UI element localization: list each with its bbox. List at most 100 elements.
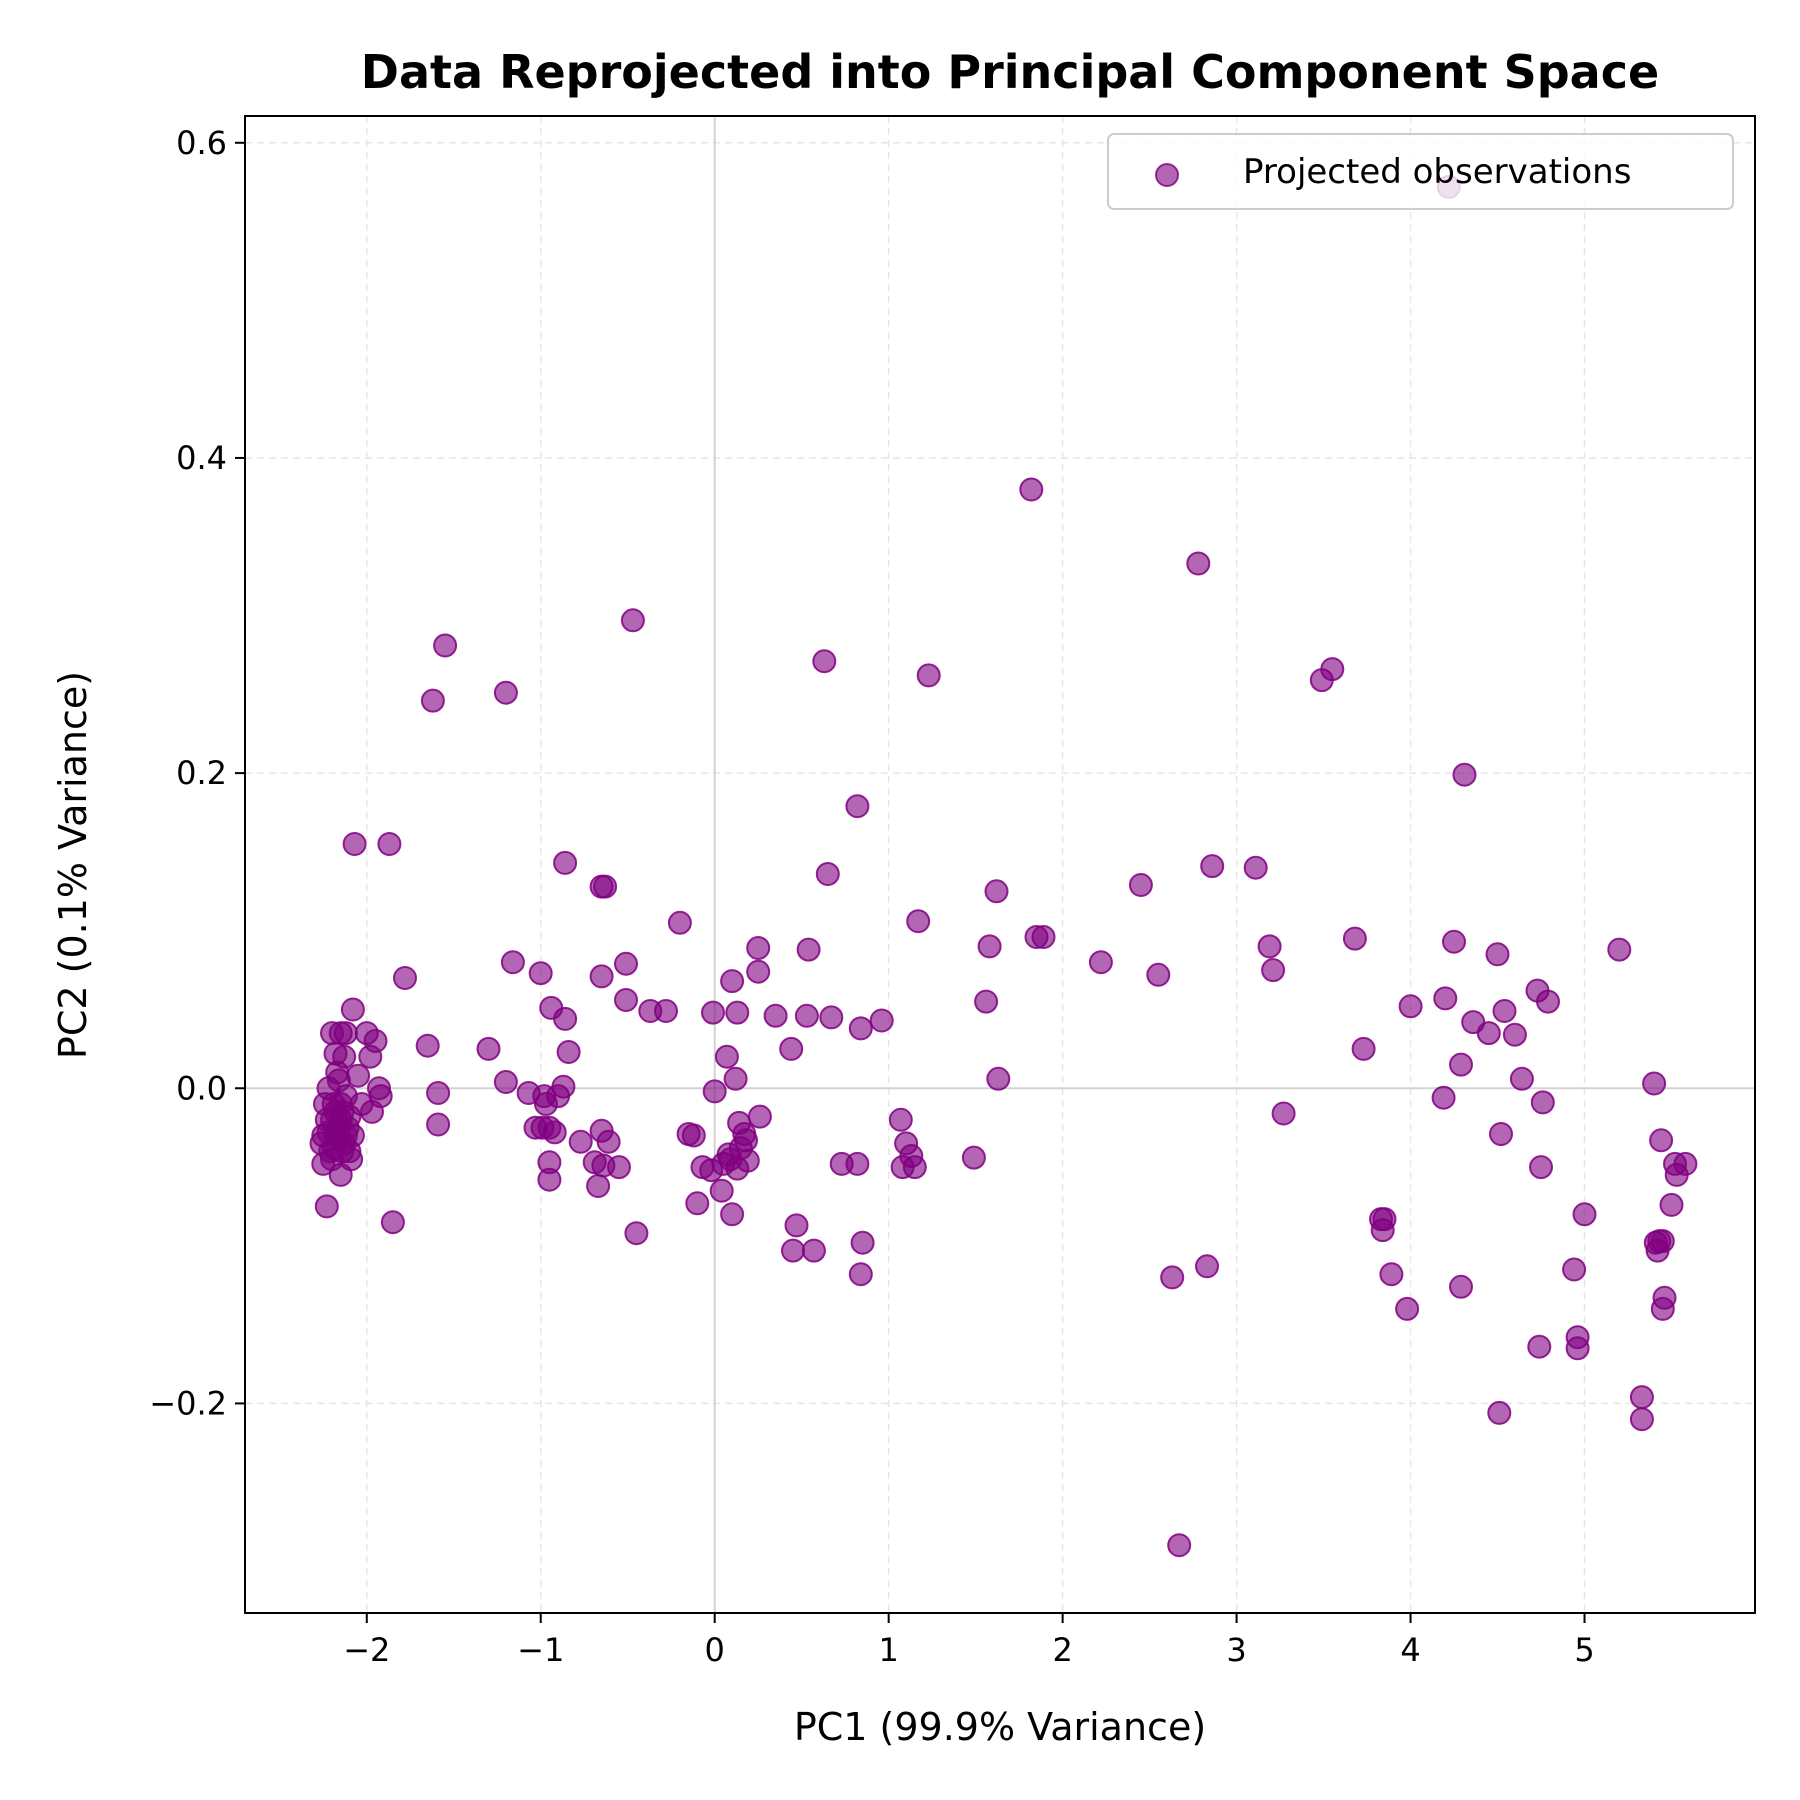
data-point [380,1210,405,1235]
data-point [701,1000,725,1025]
data-point [596,1129,621,1154]
data-point [796,937,821,962]
data-point [654,999,678,1023]
data-point [681,1123,706,1148]
y-tick-label: 0.6 [176,124,227,162]
x-tick-label: 4 [1400,1631,1420,1669]
data-point [314,1194,339,1219]
data-point [1261,958,1286,983]
data-point [493,1070,518,1094]
data-point [1128,873,1153,897]
data-point [415,1033,440,1058]
data-point [1351,1036,1376,1061]
legend-marker [1155,163,1179,187]
data-point [702,1079,727,1104]
data-point [377,832,402,856]
data-point [723,1066,748,1091]
data-point [1146,962,1171,987]
data-point [667,910,692,935]
data-point [1195,1254,1219,1279]
data-point [1372,1207,1397,1232]
data-point [763,1003,788,1028]
y-axis-label: PC2 (0.1% Variance) [51,671,95,1059]
data-point [1565,1336,1590,1361]
data-point [1572,1202,1597,1227]
data-point [1449,1052,1473,1077]
data-point [311,1151,336,1176]
data-point [1342,926,1367,951]
data-point [888,1107,913,1132]
data-point [1476,1021,1501,1046]
data-point [1167,1533,1192,1558]
data-point [720,1202,745,1227]
data-point [845,1151,870,1176]
data-point [476,1036,501,1061]
data-point [848,1262,873,1287]
data-point [1452,762,1477,787]
data-point [1562,1257,1587,1282]
data-point [848,1016,873,1041]
data-point [685,1191,710,1216]
data-point [1673,1151,1698,1176]
data-point [794,1003,819,1028]
data-point [906,909,931,934]
data-point [1489,1122,1513,1146]
data-point [845,794,870,819]
data-point [1487,1400,1512,1425]
data-point [747,1104,772,1129]
data-point [620,608,645,633]
data-point [1536,989,1560,1014]
data-point [1160,1265,1185,1290]
data-point [714,1044,739,1069]
x-tick-label: −1 [517,1631,564,1669]
data-point [624,1221,649,1246]
data-point [709,1178,734,1203]
x-tick-label: −2 [343,1631,390,1669]
data-point [556,1040,581,1064]
data-point [720,969,745,994]
y-tick-label: 0.4 [176,439,227,477]
data-point [589,964,614,989]
data-point [812,649,837,674]
data-point [850,1230,875,1255]
data-point [1398,994,1423,1019]
data-point [1642,1071,1667,1096]
data-point [735,1148,760,1173]
data-point [433,633,458,658]
x-axis-label: PC1 (99.9% Variance) [794,1705,1206,1749]
data-point [902,1155,927,1180]
data-point [746,959,771,984]
x-tick-label: 0 [705,1631,725,1669]
data-point [1449,1274,1473,1299]
data-point [869,1008,894,1033]
data-point [337,1139,362,1164]
y-tick-label: 0.2 [176,754,227,792]
data-point [1019,477,1044,502]
data-point [1442,929,1466,954]
data-point [1433,986,1458,1011]
data-point [393,966,417,990]
data-point [551,1074,576,1099]
data-point [593,874,618,899]
data-point [426,1081,451,1105]
data-point [537,1150,562,1175]
data-points [309,174,1698,1558]
data-point [1395,1296,1420,1321]
data-point [801,1238,826,1263]
data-point [363,1029,388,1053]
data-point [781,1238,805,1263]
data-point [784,1213,809,1238]
x-tick-label: 3 [1226,1631,1246,1669]
data-point [568,1129,593,1154]
data-point [607,1155,631,1180]
data-point [586,1174,611,1198]
data-point [1431,1085,1456,1110]
data-point [1186,551,1211,576]
data-point [542,1120,567,1145]
data-point [614,988,638,1012]
x-tick-label: 5 [1574,1631,1594,1669]
data-point [1650,1229,1675,1254]
data-point [815,862,840,886]
